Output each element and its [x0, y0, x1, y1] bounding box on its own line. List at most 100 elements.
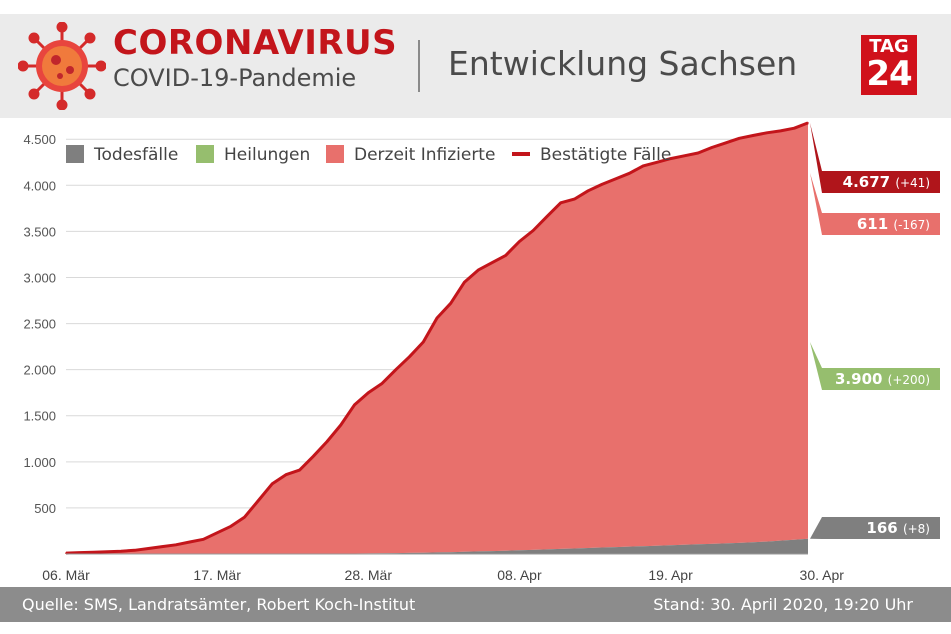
page-subtitle: COVID-19-Pandemie: [113, 64, 357, 92]
data-point: [559, 202, 562, 204]
y-tick-label: 3.000: [23, 270, 56, 285]
header-band: [0, 14, 951, 118]
legend-label: Heilungen: [224, 145, 310, 165]
data-point: [656, 161, 658, 164]
data-point: [491, 261, 493, 264]
legend-label: Derzeit Infizierte: [354, 145, 495, 165]
x-tick-label: 17. Mär: [193, 567, 241, 583]
legend-swatch: [326, 145, 344, 163]
brand-logo: TAG 24: [861, 35, 917, 95]
data-point: [711, 146, 713, 149]
legend-item: Bestätigte Fälle: [512, 145, 671, 165]
y-tick-label: 2.000: [23, 363, 56, 378]
legend-item: Derzeit Infizierte: [326, 145, 495, 165]
timestamp: Stand: 30. April 2020, 19:20 Uhr: [653, 595, 913, 614]
y-tick-label: 4.000: [23, 178, 56, 193]
data-point: [422, 341, 425, 343]
data-point: [504, 254, 507, 257]
data-point: [312, 455, 315, 458]
data-point: [381, 382, 383, 385]
data-point: [216, 532, 218, 534]
data-point: [587, 190, 589, 192]
data-point: [546, 215, 548, 218]
callout-delta: (-167): [893, 218, 930, 232]
data-point: [752, 134, 754, 137]
callout-box: [810, 517, 940, 539]
callout-delta: (+200): [888, 373, 930, 387]
data-point: [133, 549, 136, 552]
callout-label: 166 (+8): [810, 517, 940, 539]
callout-label: 611 (-167): [810, 172, 940, 235]
callout-box: [810, 172, 940, 235]
callout-delta: (+8): [903, 522, 930, 536]
data-point: [340, 424, 342, 426]
data-point: [765, 131, 768, 134]
data-point: [408, 355, 411, 358]
legend-swatch: [66, 145, 84, 163]
data-point: [779, 130, 782, 132]
data-point: [807, 122, 809, 124]
region-title: Entwicklung Sachsen: [448, 44, 798, 83]
data-point: [271, 483, 273, 485]
data-point: [477, 269, 480, 271]
data-point: [573, 198, 576, 200]
data-point: [285, 473, 287, 476]
x-tick-label: 28. Mär: [345, 567, 393, 583]
data-point: [147, 547, 150, 550]
legend-label: Bestätigte Fälle: [540, 145, 671, 165]
area-derzeit-infizierte: [66, 122, 808, 555]
data-point: [92, 551, 95, 553]
callout-label: 3.900 (+200): [810, 342, 940, 390]
data-point: [436, 317, 438, 319]
source-note: Quelle: SMS, Landratsämter, Robert Koch-…: [22, 595, 416, 614]
legend-item: Heilungen: [196, 145, 310, 165]
legend-swatch: [196, 145, 214, 163]
data-point: [518, 240, 521, 243]
footer-bar: Quelle: SMS, Landratsämter, Robert Koch-…: [0, 587, 951, 622]
data-point: [697, 152, 699, 154]
data-point: [394, 368, 397, 371]
data-point: [669, 157, 672, 160]
legend-label: Todesfälle: [93, 145, 178, 165]
data-point: [230, 525, 232, 528]
x-tick-label: 19. Apr: [648, 567, 693, 583]
data-point: [202, 538, 205, 541]
data-point: [298, 469, 301, 471]
callout-value: 4.677: [843, 173, 896, 191]
data-point: [353, 403, 356, 406]
data-point: [78, 551, 81, 554]
legend-swatch-line: [512, 152, 530, 156]
data-point: [532, 229, 534, 232]
data-point: [601, 183, 603, 186]
callout-text: 4.677 (+41): [843, 173, 930, 191]
data-point: [628, 172, 631, 175]
data-point: [367, 391, 370, 394]
data-point: [120, 550, 122, 553]
data-point: [614, 178, 617, 180]
callout-text: 166 (+8): [866, 519, 930, 537]
data-point: [463, 281, 466, 283]
callout-text: 611 (-167): [857, 215, 930, 233]
brand-logo-line2: 24: [866, 54, 912, 94]
y-tick-label: 1.500: [23, 409, 56, 424]
data-point: [243, 516, 246, 518]
data-point: [175, 543, 177, 546]
y-tick-label: 3.500: [23, 224, 56, 239]
brand-logo-line1: TAG: [869, 36, 909, 57]
y-tick-label: 500: [34, 501, 56, 516]
y-tick-label: 4.500: [23, 132, 56, 147]
data-point: [161, 545, 163, 548]
callout-value: 3.900: [835, 370, 888, 388]
x-tick-label: 30. Apr: [800, 567, 845, 583]
callout-value: 166: [866, 519, 903, 537]
data-point: [642, 165, 644, 167]
data-point: [449, 302, 452, 305]
data-point: [106, 550, 109, 553]
callout-box: [810, 122, 940, 193]
page-title: CORONAVIRUS: [113, 23, 398, 63]
virus-icon: [18, 22, 106, 110]
header-divider: [418, 40, 420, 92]
callout-label: 4.677 (+41): [810, 122, 940, 193]
x-tick-label: 08. Apr: [497, 567, 542, 583]
data-point: [257, 499, 260, 502]
